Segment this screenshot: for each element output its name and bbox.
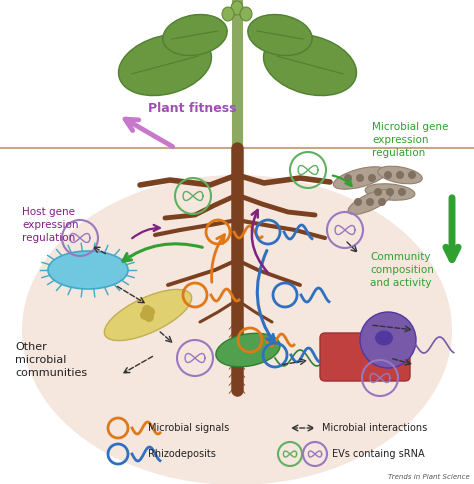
Circle shape [344,174,352,182]
Ellipse shape [48,251,128,289]
Ellipse shape [216,333,280,367]
Text: Microbial interactions: Microbial interactions [322,423,427,433]
Circle shape [396,171,404,179]
Ellipse shape [378,166,422,184]
Ellipse shape [365,184,415,200]
Text: Plant fitness: Plant fitness [148,102,237,115]
Ellipse shape [240,7,252,21]
Ellipse shape [333,167,387,189]
Circle shape [408,171,416,179]
Circle shape [366,198,374,206]
Circle shape [398,188,406,196]
Ellipse shape [118,34,211,96]
Circle shape [360,312,416,368]
Ellipse shape [264,34,356,96]
Text: Other
microbial
communities: Other microbial communities [15,342,87,378]
Text: Rhizodeposits: Rhizodeposits [148,449,216,459]
Text: Trends in Plant Science: Trends in Plant Science [388,474,470,480]
Ellipse shape [248,15,312,56]
Circle shape [368,174,376,182]
Ellipse shape [22,175,452,484]
Ellipse shape [348,190,392,214]
Circle shape [140,310,150,320]
Text: EVs containg sRNA: EVs containg sRNA [332,449,425,459]
Circle shape [356,174,364,182]
Text: Microbial gene
expression
regulation: Microbial gene expression regulation [372,122,448,158]
FancyBboxPatch shape [320,333,410,381]
Text: Community
composition
and activity: Community composition and activity [370,252,434,288]
Circle shape [142,305,152,315]
Ellipse shape [222,7,234,21]
Ellipse shape [375,331,393,346]
Text: Microbial signals: Microbial signals [148,423,229,433]
Ellipse shape [231,1,243,15]
Ellipse shape [163,15,227,56]
Circle shape [354,198,362,206]
Circle shape [384,171,392,179]
FancyArrowPatch shape [125,119,173,147]
Circle shape [144,312,154,322]
Ellipse shape [104,289,191,341]
Circle shape [378,198,386,206]
Circle shape [386,188,394,196]
Circle shape [145,307,155,317]
Text: Host gene
expression
regulation: Host gene expression regulation [22,207,79,243]
Circle shape [374,188,382,196]
